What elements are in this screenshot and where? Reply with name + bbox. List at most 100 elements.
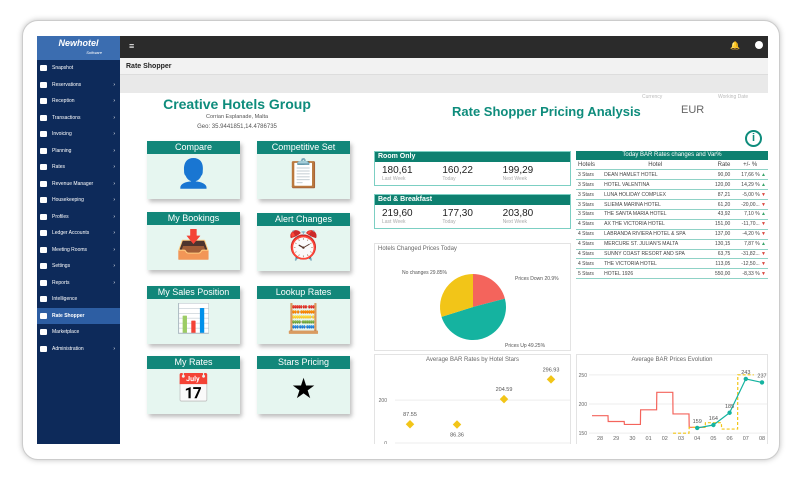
tile-stars-pricing[interactable]: Stars Pricing ★ (257, 356, 350, 414)
table-row[interactable]: 3 Stars LUNA HOLIDAY COMPLEX 87,21 -5,00 % … (576, 189, 768, 201)
stars-icon: ★ (290, 373, 317, 404)
sidebar-item-transactions[interactable]: Transactions › (37, 110, 120, 127)
table-row[interactable]: 4 Stars AX THE VICTORIA HOTEL 151,00 -11,70… (576, 219, 768, 230)
sidebar-item-housekeeping[interactable]: Housekeeping › (37, 192, 120, 209)
chevron-right-icon: › (113, 197, 115, 204)
sidebar-item-settings[interactable]: Settings › (37, 258, 120, 275)
sidebar-item-label: Ledger Accounts (52, 230, 90, 237)
trend-icon (40, 312, 47, 319)
table-row[interactable]: 5 Stars HOTEL 1926 550,00 -8,33 % ▼ (576, 268, 768, 280)
ledger-icon (40, 230, 47, 237)
sidebar-item-ledger-accounts[interactable]: Ledger Accounts › (37, 225, 120, 242)
wrench-icon (40, 345, 47, 352)
y-tick: 200 (379, 398, 388, 404)
tile-compare[interactable]: Compare 👤 (147, 141, 240, 199)
table-row[interactable]: 3 Stars THE SANTA MARIA HOTEL 43,92 7,10 % … (576, 209, 768, 220)
sidebar-item-snapshot[interactable]: Snapshot (37, 60, 120, 77)
table-row[interactable]: 4 Stars SUNNY COAST RESORT AND SPA 63,75 -3… (576, 249, 768, 260)
sidebar-item-administration[interactable]: Administration › (37, 341, 120, 358)
x-tick: 01 (646, 436, 652, 442)
clipboard-icon (40, 329, 47, 336)
tile-my-bookings[interactable]: My Bookings 📥 (147, 212, 240, 270)
col-hotels[interactable]: Hotels (576, 160, 603, 171)
chevron-right-icon: › (113, 213, 115, 220)
sidebar-item-revenue-manager[interactable]: Revenue Manager › (37, 176, 120, 193)
cell-rate: 63,75 (708, 249, 733, 260)
tile-lookup-rates[interactable]: Lookup Rates 🧮 (257, 286, 350, 344)
triangle-down-icon: ▼ (761, 250, 766, 257)
sidebar-item-planning[interactable]: Planning › (37, 143, 120, 160)
data-label: 164 (709, 416, 718, 422)
bed-breakfast-card: Bed & Breakfast 219,60 Last Week 177,30 To… (374, 194, 571, 229)
cell-stars: 3 Stars (576, 169, 603, 181)
sidebar-item-label: Intelligence (52, 296, 78, 303)
sidebar-item-reservations[interactable]: Reservations › (37, 77, 120, 94)
cell-stars: 4 Stars (576, 219, 603, 230)
cell-rate: 113,05 (708, 258, 733, 270)
scatter-point (546, 375, 556, 384)
inbox-download-icon: 📥 (176, 229, 211, 260)
sidebar-item-intelligence[interactable]: Intelligence (37, 291, 120, 308)
breadcrumb: Rate Shopper (120, 58, 768, 75)
sidebar-item-label: Reports (52, 279, 70, 286)
table-row[interactable]: 3 Stars DEAN HAMLET HOTEL 90,00 17,66 % ▲ (576, 169, 768, 181)
hotel-name: Creative Hotels Group (163, 96, 311, 112)
tile-my-rates[interactable]: My Rates 📅 (147, 356, 240, 414)
page-title: Rate Shopper Pricing Analysis (452, 104, 641, 119)
tile-competitive-set[interactable]: Competitive Set 📋 (257, 141, 350, 199)
chevron-right-icon: › (113, 180, 115, 187)
hotel-geo: Geo: 35.9441851,14.4786735 (197, 124, 277, 130)
sidebar-item-marketplace[interactable]: Marketplace (37, 324, 120, 341)
tile-label: My Bookings (147, 212, 240, 225)
sidebar-item-profiles[interactable]: Profiles › (37, 209, 120, 226)
user-icon[interactable] (755, 41, 763, 49)
line-point (727, 410, 732, 415)
tile-label: Competitive Set (257, 141, 350, 154)
sidebar-item-meeting-rooms[interactable]: Meeting Rooms › (37, 242, 120, 259)
info-icon[interactable]: i (745, 130, 762, 147)
calendar-icon: 📅 (176, 373, 211, 404)
triangle-up-icon: ▲ (761, 211, 766, 218)
cell-var: -12,50... (741, 260, 760, 267)
sidebar-item-rates[interactable]: Rates › (37, 159, 120, 176)
sidebar-item-invoicing[interactable]: Invoicing › (37, 126, 120, 143)
sidebar-item-label: Planning (52, 147, 72, 154)
line-chart: 15020025028Tue29Wed30Thu01Fri02Sat03Sun0… (579, 370, 767, 442)
table-row[interactable]: 4 Stars THE VICTORIA HOTEL 113,05 -12,50...… (576, 258, 768, 270)
cell-stars: 5 Stars (576, 268, 603, 280)
sidebar-item-label: Settings (52, 263, 71, 270)
sidebar-item-label: Marketplace (52, 329, 80, 336)
x-tick: 30 (629, 436, 635, 442)
hamburger-menu-icon[interactable]: ≡ (129, 41, 135, 51)
bell-icon[interactable]: 🔔 (730, 41, 740, 50)
app-window: Newhotel Software Snapshot Reservations › Re… (37, 36, 768, 444)
table-row[interactable]: 3 Stars HOTEL VALENTINA 120,00 14,29 % ▲ (576, 179, 768, 191)
tile-alert-changes[interactable]: Alert Changes ⏰ (257, 213, 350, 271)
cell-hotel: DEAN HAMLET HOTEL (602, 169, 709, 181)
tile-label: Lookup Rates (257, 286, 350, 299)
top-bar: ≡ 🔔 (120, 36, 768, 58)
sidebar-item-reports[interactable]: Reports › (37, 275, 120, 292)
cell-rate: 90,00 (708, 169, 733, 181)
table-row[interactable]: 4 Stars LABRANDA RIVIERA HOTEL & SPA 137,0… (576, 229, 768, 240)
cell-rate: 151,00 (708, 219, 733, 230)
cell-var: -5,00 % (742, 191, 760, 198)
cell-stars: 3 Stars (576, 189, 603, 201)
col-hotel[interactable]: Hotel (602, 160, 709, 171)
tile-my-sales-position[interactable]: My Sales Position 📊 (147, 286, 240, 344)
profile-icon (40, 213, 47, 220)
cell-hotel: MERCURE ST. JULIAN'S MALTA (602, 239, 709, 250)
col-rate[interactable]: Rate (708, 160, 733, 171)
sidebar-item-reception[interactable]: Reception › (37, 93, 120, 110)
chevron-right-icon: › (113, 279, 115, 286)
label: Last Week (382, 176, 406, 182)
tile-label: Stars Pricing (257, 356, 350, 369)
sidebar-item-rate-shopper[interactable]: Rate Shopper (37, 307, 120, 324)
table-row[interactable]: 4 Stars MERCURE ST. JULIAN'S MALTA 130,15 7… (576, 239, 768, 250)
pie-label: No changes 29.85% (402, 270, 448, 276)
sidebar-item-label: Profiles (52, 213, 69, 220)
col-var[interactable]: +/- % (732, 160, 768, 171)
table-row[interactable]: 3 Stars SLIEMA MARINA HOTEL 61,20 -20,00...… (576, 199, 768, 210)
room-only-next-week: 199,29 (502, 165, 534, 176)
tile-label: My Rates (147, 356, 240, 369)
